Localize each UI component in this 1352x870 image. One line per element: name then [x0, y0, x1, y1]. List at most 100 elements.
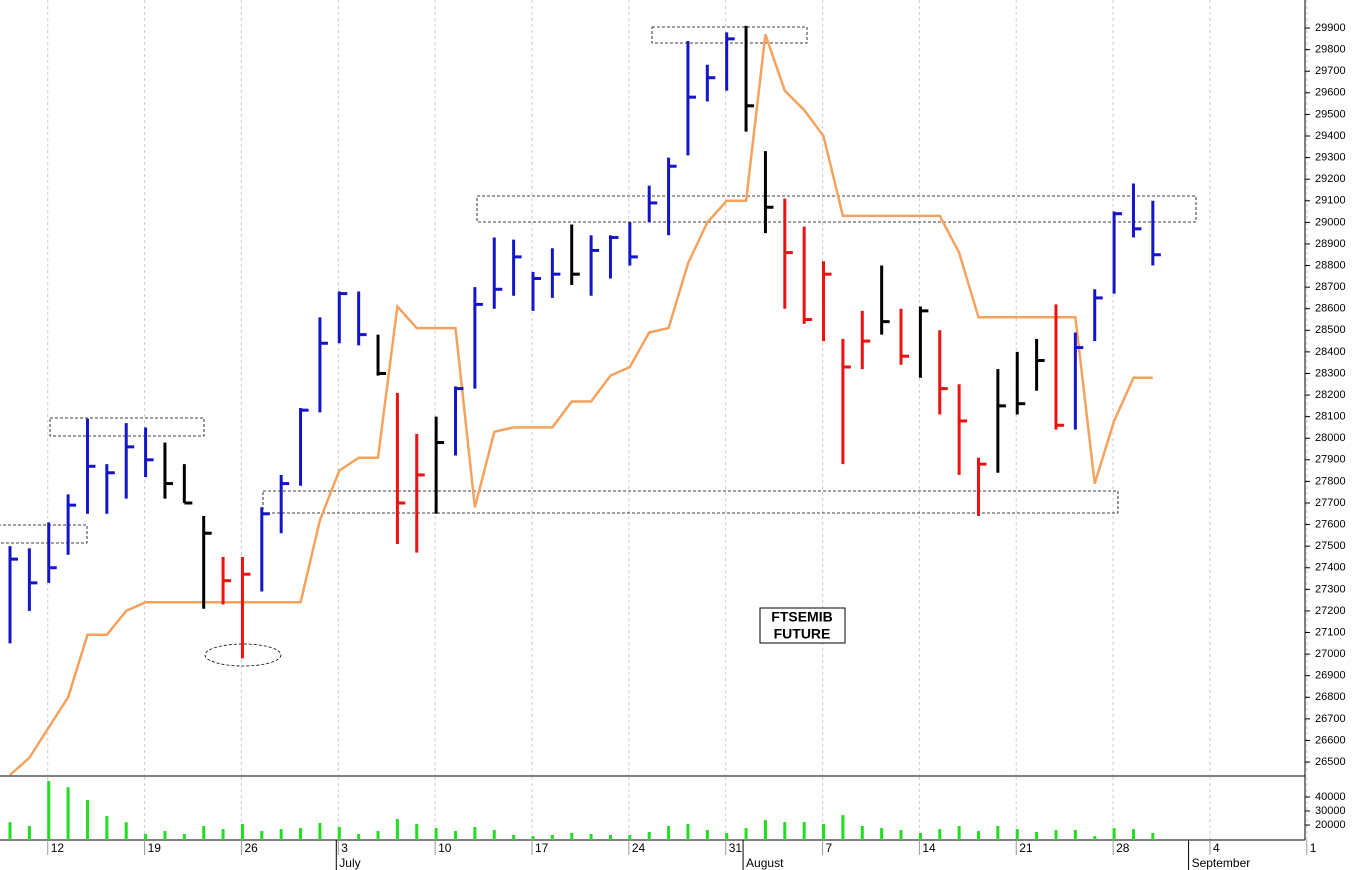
volume-bar	[802, 822, 806, 840]
volume-bar	[8, 822, 12, 840]
y-tick-label: 28600	[1315, 303, 1346, 315]
zone-box	[651, 26, 808, 44]
volume-bar	[899, 830, 903, 840]
volume-bar	[1054, 830, 1058, 840]
y-tick-label: 27100	[1315, 626, 1346, 638]
annotation: FUTURE	[774, 626, 831, 642]
x-tick-label: 21	[1019, 841, 1033, 855]
volume-bar	[667, 825, 671, 840]
volume-bar	[1131, 829, 1135, 840]
x-tick-label: 24	[632, 841, 646, 855]
y-tick-label: 28700	[1315, 281, 1346, 293]
zone-box	[0, 524, 88, 544]
volume-bar	[570, 832, 574, 840]
volume-bar	[1035, 832, 1039, 840]
y-tick-label: 28200	[1315, 389, 1346, 401]
y-tick-label: 26700	[1315, 713, 1346, 725]
x-tick-label: 14	[922, 841, 936, 855]
volume-bar	[202, 825, 206, 840]
volume-bar	[1015, 829, 1019, 840]
volume-bar	[66, 787, 70, 840]
volume-bar	[163, 831, 167, 840]
y-tick-label: 27300	[1315, 583, 1346, 595]
y-tick-label: 27500	[1315, 540, 1346, 552]
volume-bar	[105, 816, 109, 840]
y-tick-label: 29900	[1315, 22, 1346, 34]
y-tick-label: 27800	[1315, 475, 1346, 487]
volume-bar	[512, 834, 516, 840]
y-tick-label: 29800	[1315, 44, 1346, 56]
y-tick-label: 27600	[1315, 518, 1346, 530]
volume-bar	[47, 781, 51, 840]
y-tick-label: 27400	[1315, 562, 1346, 574]
volume-bar	[454, 831, 458, 840]
zone-box	[262, 490, 1119, 514]
volume-bar	[279, 829, 283, 840]
volume-bar	[318, 823, 322, 840]
y-tick-label: 28000	[1315, 432, 1346, 444]
zone-ellipse	[204, 643, 282, 667]
volume-bar	[1073, 830, 1077, 840]
volume-bar	[628, 834, 632, 840]
y-tick-label: 26600	[1315, 734, 1346, 746]
y-tick-label: 28800	[1315, 259, 1346, 271]
y-tick-label: 27900	[1315, 454, 1346, 466]
volume-bar	[415, 824, 419, 840]
volume-bar	[144, 833, 148, 840]
month-label: August	[746, 856, 784, 870]
month-label: September	[1192, 856, 1251, 870]
volume-bar	[240, 824, 244, 840]
y-tick-label: 30000	[1315, 805, 1346, 817]
volume-bar	[957, 825, 961, 840]
x-tick-label: 12	[51, 841, 65, 855]
x-tick-label: 19	[148, 841, 162, 855]
volume-bar	[918, 832, 922, 840]
x-tick-label: 1	[1310, 841, 1317, 855]
volume-bar	[337, 826, 341, 840]
y-tick-label: 29700	[1315, 65, 1346, 77]
volume-bar	[299, 828, 303, 840]
volume-bar	[85, 799, 89, 840]
y-tick-label: 20000	[1315, 819, 1346, 831]
y-tick-label: 29200	[1315, 173, 1346, 185]
volume-bar	[182, 833, 186, 840]
y-tick-label: 27700	[1315, 497, 1346, 509]
volume-bar	[221, 829, 225, 840]
volume-bar	[763, 819, 767, 840]
volume-bar	[124, 822, 128, 840]
volume-bar	[1112, 828, 1116, 840]
volume-bar	[977, 831, 980, 840]
y-tick-label: 40000	[1315, 791, 1346, 803]
volume-bar	[473, 826, 477, 840]
y-tick-label: 29000	[1315, 216, 1346, 228]
volume-bar	[744, 828, 748, 840]
volume-bar	[860, 825, 864, 840]
zone-box	[476, 195, 1197, 223]
month-label: July	[339, 856, 360, 870]
y-tick-label: 29500	[1315, 108, 1346, 120]
volume-bar	[589, 833, 593, 840]
volume-bar	[647, 832, 651, 840]
volume-bar	[938, 829, 942, 840]
y-tick-label: 28400	[1315, 346, 1346, 358]
volume-bar	[357, 833, 361, 840]
x-tick-label: 10	[438, 841, 452, 855]
volume-bar	[1093, 836, 1097, 840]
indicator-line	[9, 34, 1153, 776]
y-tick-label: 28100	[1315, 411, 1346, 423]
zone-box	[49, 417, 205, 437]
y-tick-label: 28300	[1315, 367, 1346, 379]
y-tick-label: 27200	[1315, 605, 1346, 617]
y-tick-label: 26500	[1315, 756, 1346, 768]
y-tick-label: 29100	[1315, 195, 1346, 207]
volume-bar	[492, 830, 496, 840]
volume-bar	[783, 822, 787, 840]
y-tick-label: 29300	[1315, 151, 1346, 163]
y-tick-label: 29600	[1315, 87, 1346, 99]
y-tick-label: 29400	[1315, 130, 1346, 142]
x-tick-label: 31	[729, 841, 743, 855]
volume-bar	[260, 831, 264, 840]
x-tick-label: 28	[1116, 841, 1130, 855]
